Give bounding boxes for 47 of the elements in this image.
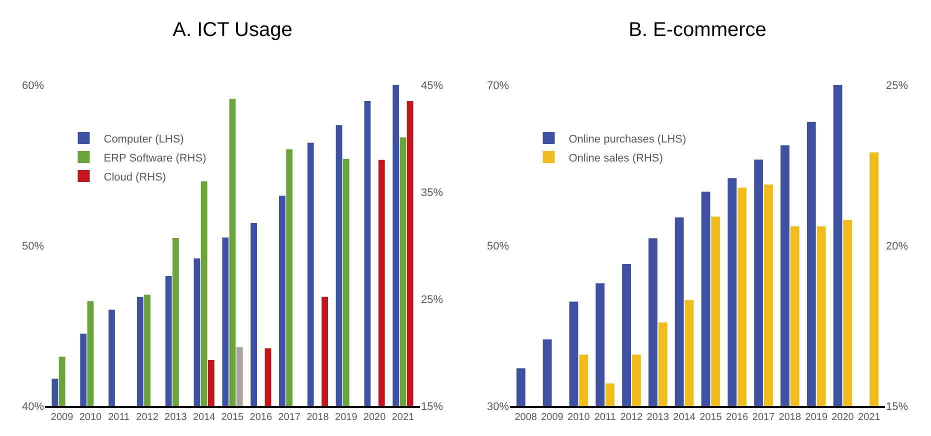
y2-tick-label: 20% <box>886 240 908 252</box>
x-tick-label: 2011 <box>594 412 616 423</box>
x-tick-label: 2019 <box>805 412 828 423</box>
x-tick-label: 2017 <box>752 412 776 423</box>
y2-tick-label: 15% <box>886 400 908 413</box>
x-tick-label: 2009 <box>50 412 74 423</box>
legend-label: ERP Software (RHS) <box>104 152 206 164</box>
y2-tick-label: 15% <box>421 400 444 413</box>
x-tick-label: 2016 <box>726 412 749 423</box>
x-tick-label: 2020 <box>363 412 386 423</box>
x-tick-label: 2021 <box>392 412 415 423</box>
chart-title: A. ICT Usage <box>172 18 292 41</box>
legend-label: Cloud (RHS) <box>104 171 166 184</box>
y2-tick-label: 45% <box>421 80 444 92</box>
x-tick-label: 2017 <box>278 412 301 423</box>
x-tick-label: 2021 <box>858 412 881 423</box>
x-tick-label: 2020 <box>832 412 854 423</box>
y-tick-label: 30% <box>486 400 510 413</box>
x-tick-label: 2010 <box>568 412 590 423</box>
y-tick-label: 50% <box>22 240 44 252</box>
x-tick-label: 2012 <box>620 412 644 423</box>
y-tick-label: 50% <box>486 240 510 252</box>
legend-label: Computer (LHS) <box>104 133 184 146</box>
x-tick-label: 2011 <box>108 412 130 423</box>
x-tick-label: 2014 <box>673 412 696 423</box>
x-tick-label: 2015 <box>221 412 244 423</box>
x-tick-label: 2019 <box>335 412 358 423</box>
x-tick-label: 2010 <box>79 412 102 423</box>
x-tick-label: 2012 <box>136 412 159 423</box>
x-tick-label: 2016 <box>250 412 272 423</box>
chart-title: B. E-commerce <box>628 18 766 41</box>
x-tick-label: 2008 <box>514 412 538 423</box>
y-tick-label: 40% <box>22 400 44 413</box>
x-tick-label: 2009 <box>541 412 564 423</box>
x-tick-label: 2013 <box>164 412 188 423</box>
x-tick-label: 2013 <box>646 412 670 423</box>
y-tick-label: 60% <box>22 80 44 92</box>
x-tick-label: 2018 <box>778 412 802 423</box>
x-tick-label: 2014 <box>192 412 216 423</box>
legend-label: Online sales (RHS) <box>568 152 663 164</box>
y-tick-label: 70% <box>486 80 510 92</box>
y2-tick-label: 25% <box>421 294 444 306</box>
x-tick-label: 2018 <box>306 412 330 423</box>
legend-label: Online purchases (LHS) <box>568 133 686 146</box>
y2-tick-label: 35% <box>421 186 444 199</box>
y2-tick-label: 25% <box>886 80 908 92</box>
x-tick-label: 2015 <box>700 412 722 423</box>
